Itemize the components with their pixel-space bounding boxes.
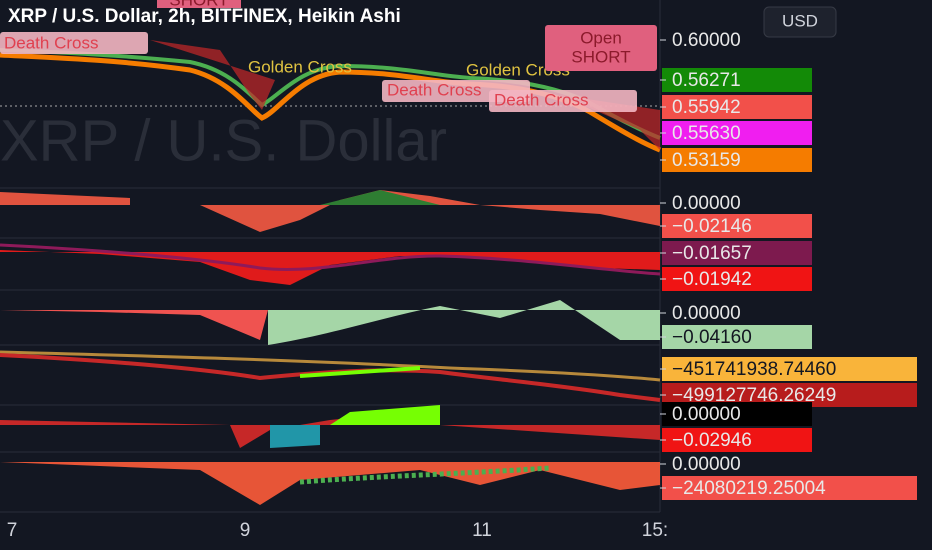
time-label: 9 bbox=[240, 520, 251, 541]
price-label: 0.00000 bbox=[672, 193, 741, 214]
price-label: 0.00000 bbox=[672, 454, 741, 475]
area bbox=[0, 310, 268, 340]
annotation: Golden Cross bbox=[466, 60, 570, 79]
price-label: −499127746.26249 bbox=[672, 385, 836, 406]
histogram bbox=[330, 405, 440, 425]
histogram bbox=[270, 425, 320, 448]
histogram bbox=[0, 408, 660, 448]
signal-line bbox=[0, 243, 661, 276]
price-label-bg bbox=[662, 95, 812, 119]
price-label: 0.55630 bbox=[672, 123, 741, 144]
histogram bbox=[320, 190, 440, 205]
time-label: 11 bbox=[472, 520, 492, 541]
currency[interactable]: USD bbox=[782, 11, 818, 30]
annotation-box bbox=[157, 0, 241, 8]
currency-button[interactable] bbox=[763, 6, 837, 38]
price-label: −0.04160 bbox=[672, 327, 752, 348]
price-label-bg bbox=[662, 402, 812, 426]
price-label-bg bbox=[662, 428, 812, 452]
annotation: Death Cross bbox=[494, 90, 588, 109]
area bbox=[268, 300, 660, 345]
price-label: 0.56271 bbox=[672, 70, 741, 91]
price-label: −451741938.74460 bbox=[672, 359, 836, 380]
price-label-bg bbox=[662, 325, 812, 349]
price-label-bg bbox=[662, 267, 812, 291]
annotation-box bbox=[0, 32, 148, 54]
price-label-bg bbox=[662, 121, 812, 145]
price-label-bg bbox=[662, 148, 812, 172]
histogram bbox=[0, 190, 660, 232]
price-label: −0.02146 bbox=[672, 216, 752, 237]
time-label: 7 bbox=[7, 520, 18, 541]
annotation-box bbox=[489, 90, 637, 112]
annotation: SHORT bbox=[571, 47, 630, 66]
price-label: 0.55942 bbox=[672, 97, 741, 118]
price-label: −24080219.25004 bbox=[672, 478, 826, 499]
time-axis: 7 9 11 15: bbox=[7, 520, 669, 541]
price-label-bg bbox=[662, 214, 812, 238]
price-label-bg bbox=[662, 241, 812, 265]
pane-separators bbox=[0, 0, 661, 513]
price-label-bg bbox=[662, 357, 917, 381]
annotation: Death Cross bbox=[387, 80, 481, 99]
chart-title: XRP / U.S. Dollar, 2h, BITFINEX, Heikin … bbox=[8, 6, 401, 27]
price-label: −0.01942 bbox=[672, 269, 752, 290]
price-label: 0.60000 bbox=[672, 30, 741, 51]
line bbox=[299, 366, 421, 378]
line bbox=[299, 465, 551, 485]
price-label: 0.00000 bbox=[672, 303, 741, 324]
annotation: Death Cross bbox=[4, 33, 98, 52]
price-label: 0.00000 bbox=[672, 404, 741, 425]
area bbox=[0, 462, 660, 505]
line bbox=[0, 350, 661, 382]
watermark: XRP / U.S. Dollar bbox=[0, 108, 447, 173]
price-label: −0.01657 bbox=[672, 243, 752, 264]
price-label: 0.53159 bbox=[672, 150, 741, 171]
annotation-box bbox=[545, 25, 657, 71]
cloud bbox=[150, 40, 275, 110]
price-label-bg bbox=[662, 68, 812, 92]
annotation: Golden Cross bbox=[248, 57, 352, 76]
price-label: −0.02946 bbox=[672, 430, 752, 451]
annotation: SHORT bbox=[169, 0, 228, 9]
price-label-bg bbox=[662, 476, 917, 500]
annotation: Open bbox=[580, 28, 622, 47]
time-label: 15: bbox=[642, 520, 668, 541]
price-axis: 0.60000 0.56271 0.55942 0.55630 0.53159 0.000… bbox=[660, 30, 917, 500]
